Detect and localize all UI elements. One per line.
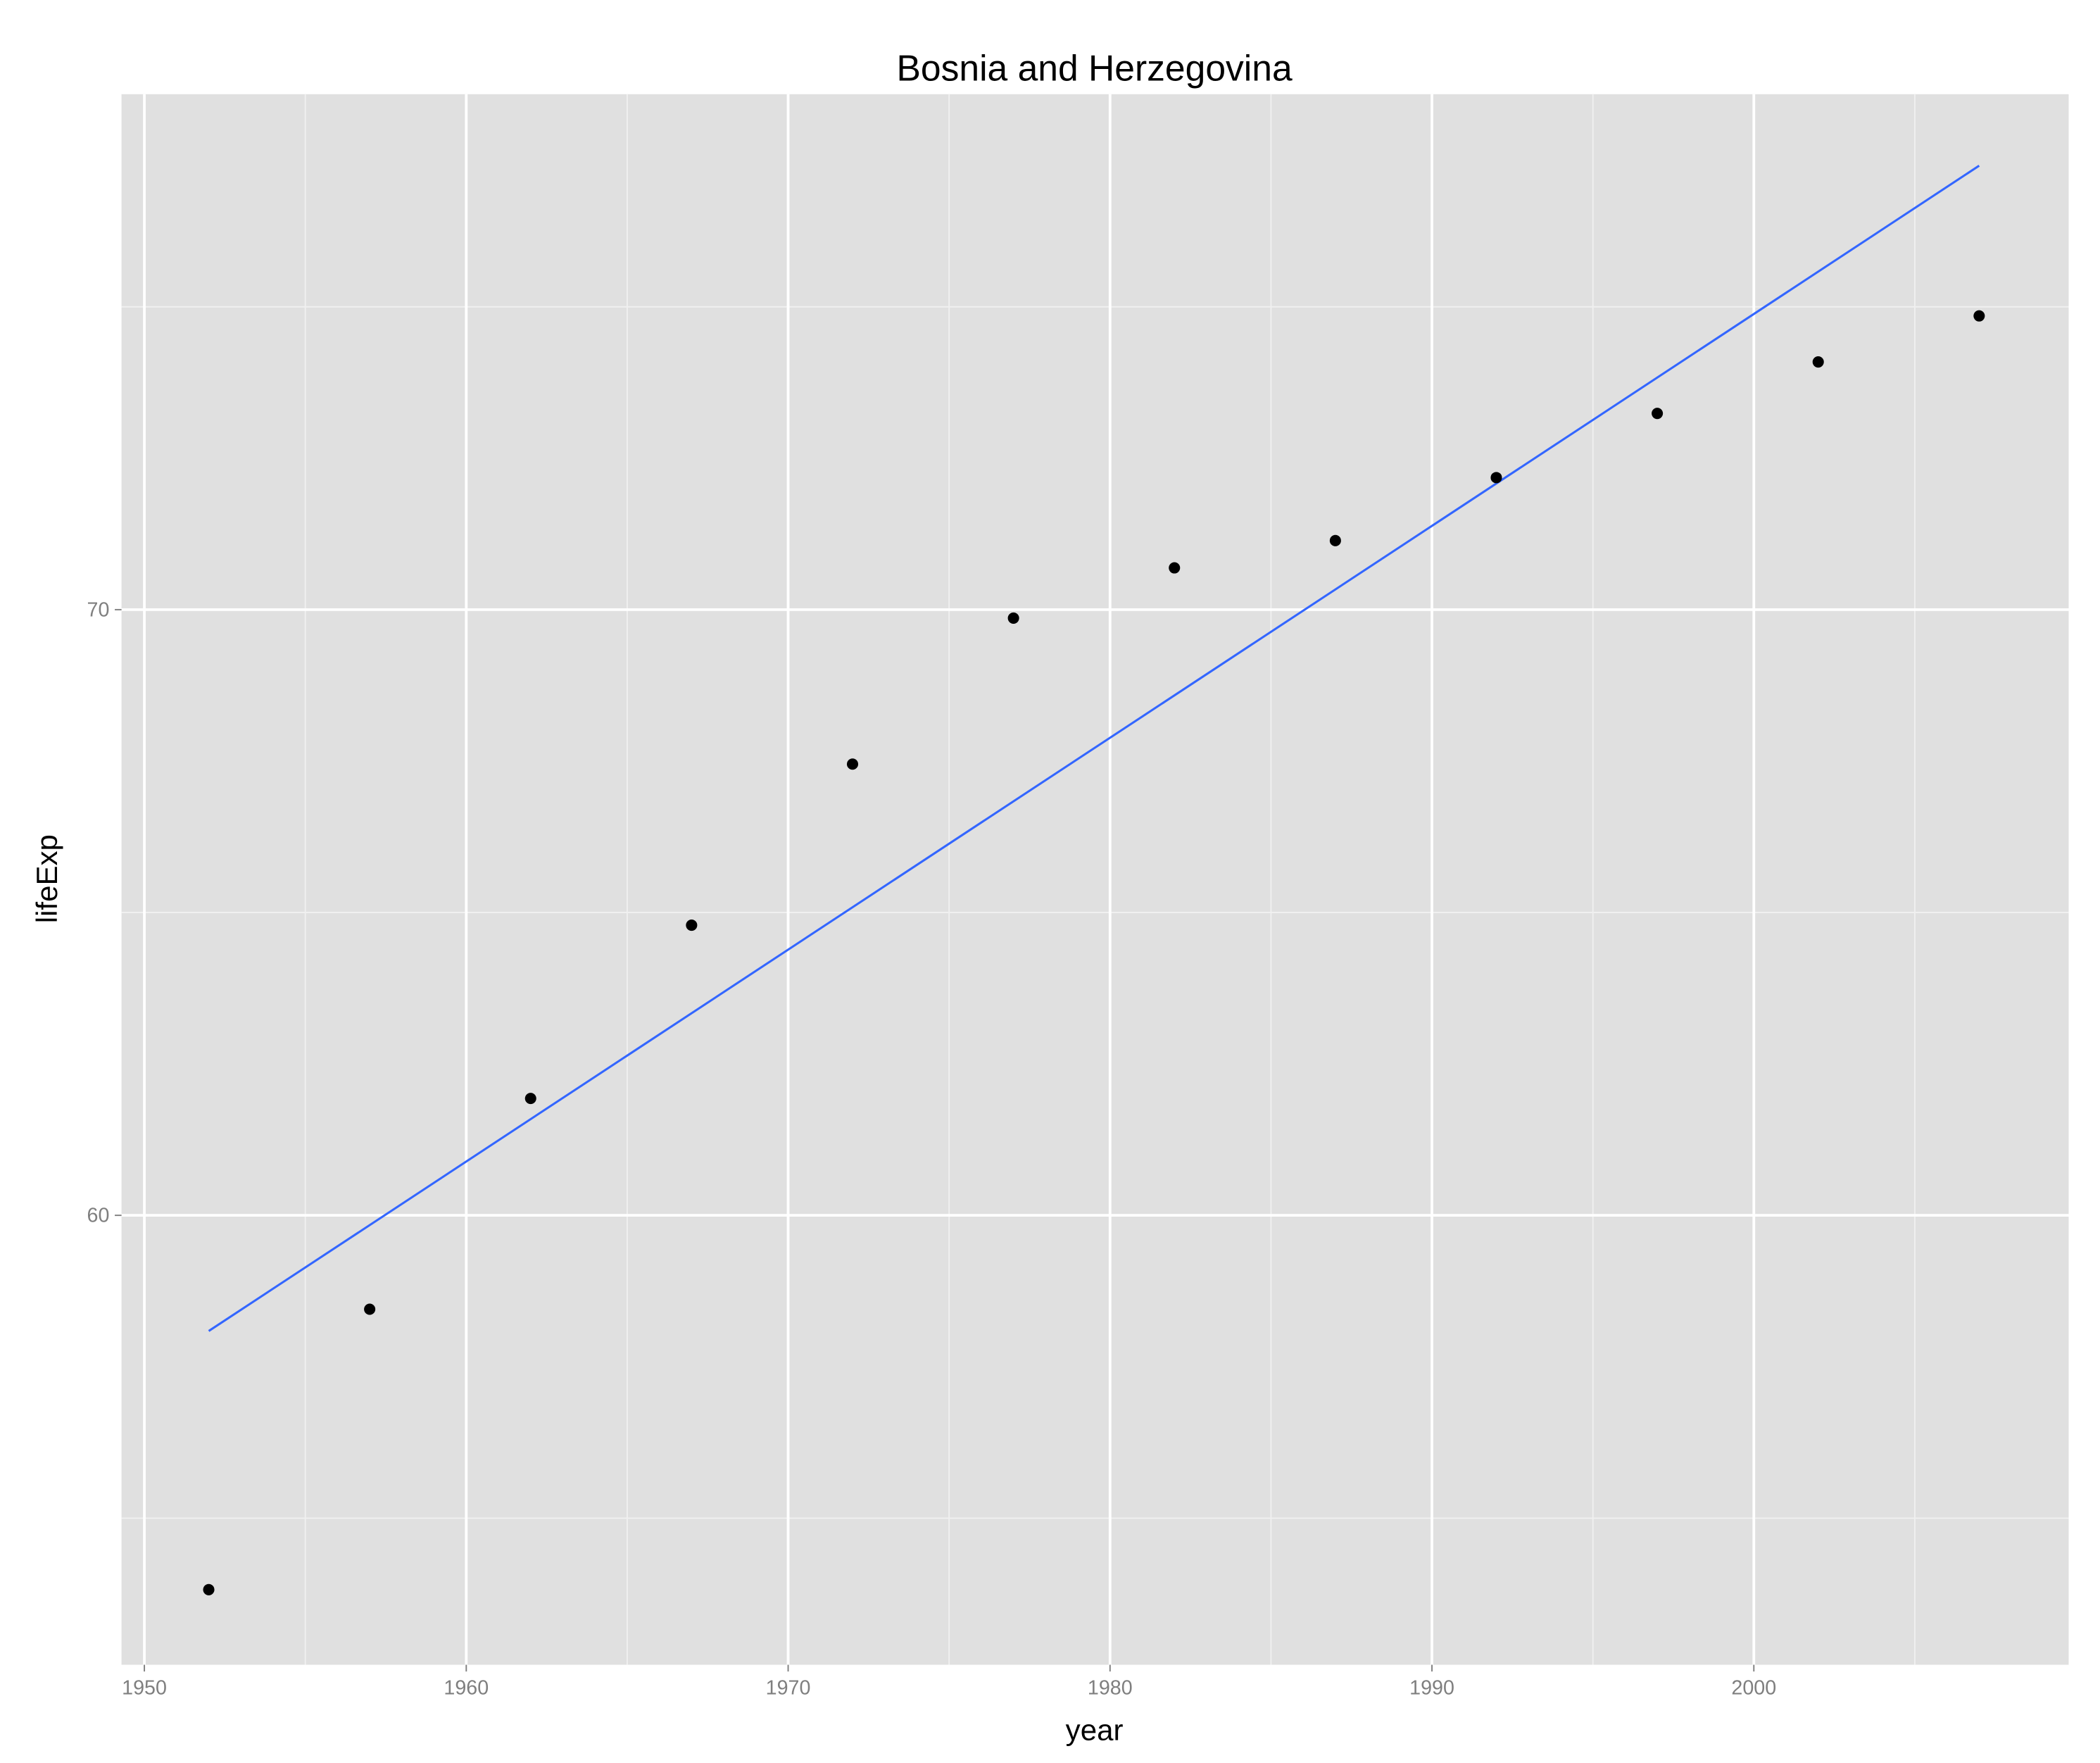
- point: [1812, 356, 1824, 368]
- chart-title: Bosnia and Herzegovina: [896, 48, 1292, 89]
- y-tick-label: 70: [87, 598, 110, 621]
- point: [1007, 612, 1019, 624]
- x-tick-label: 1970: [766, 1677, 811, 1700]
- point: [1490, 472, 1502, 484]
- point: [364, 1303, 376, 1315]
- point: [846, 758, 859, 770]
- point: [1329, 534, 1341, 546]
- x-tick-label: 1980: [1088, 1677, 1133, 1700]
- x-tick-label: 2000: [1731, 1677, 1776, 1700]
- fit-line: [208, 165, 1980, 1332]
- x-tick-label: 1990: [1409, 1677, 1454, 1700]
- point: [524, 1093, 536, 1105]
- x-tick-label: 1950: [122, 1677, 167, 1700]
- x-tick-label: 1960: [444, 1677, 489, 1700]
- point: [1652, 408, 1664, 420]
- y-tick-label: 60: [87, 1205, 110, 1227]
- point: [1973, 310, 1985, 322]
- x-axis-label: year: [1066, 1714, 1124, 1747]
- y-axis-label: lifeExp: [30, 834, 63, 923]
- plot-panel: [121, 94, 2069, 1665]
- point: [203, 1583, 215, 1595]
- point: [686, 920, 698, 931]
- point: [1169, 562, 1181, 574]
